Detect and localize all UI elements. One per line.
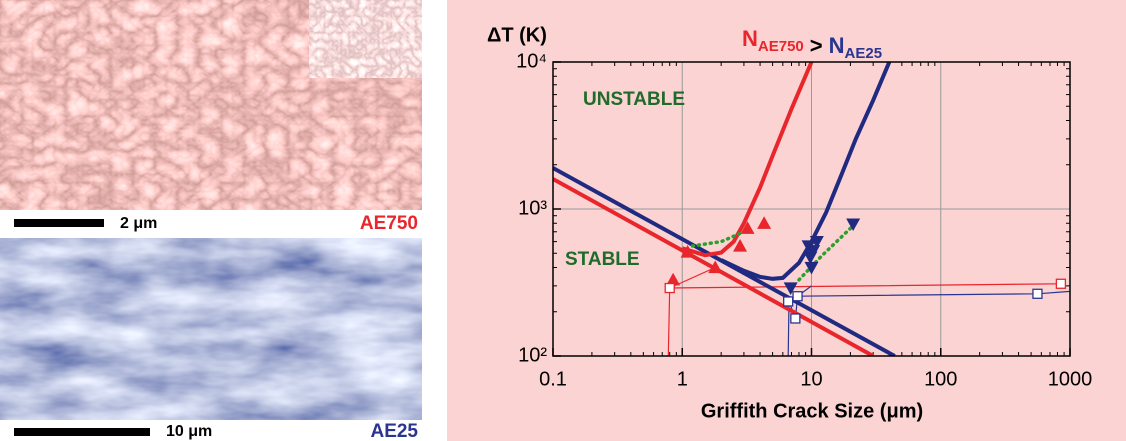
note-subscript: AE25 (845, 45, 883, 62)
note-text: N (829, 33, 845, 58)
sample-label: AE750 (360, 213, 418, 234)
data-marker (665, 284, 674, 293)
y-axis-label: ΔT (K) (487, 24, 547, 46)
y-tick-label: 10⁴ (516, 50, 547, 72)
scale-bar-label: 10 μm (166, 423, 212, 440)
x-tick-label: 0.1 (539, 368, 567, 390)
sample-label: AE25 (370, 421, 418, 441)
y-tick-label: 10³ (518, 197, 547, 219)
scale-bar (14, 428, 150, 436)
x-axis-label: Griffith Crack Size (μm) (701, 400, 923, 422)
data-marker (784, 297, 793, 306)
x-tick-label: 1000 (1048, 368, 1093, 390)
scale-bar-label: 2 μm (120, 215, 157, 232)
data-marker (791, 314, 800, 323)
x-tick-label: 100 (924, 368, 957, 390)
data-marker (793, 292, 802, 301)
micrograph-ae25 (0, 238, 422, 420)
note-subscript: AE750 (758, 38, 804, 55)
x-tick-label: 10 (800, 368, 822, 390)
annotation: UNSTABLE (583, 89, 685, 110)
scale-bar (14, 219, 104, 227)
x-tick-label: 1 (677, 368, 688, 390)
note-text: N (742, 26, 758, 51)
figure: 2 μm AE750 10 μm AE25 ΔT (K) Griffith Cr… (0, 0, 1126, 441)
page: {"panels": [ {"scale_bar": "2 μm", "labe… (0, 0, 1126, 441)
data-marker (1056, 279, 1065, 288)
note-text: > (810, 33, 823, 58)
data-marker (1033, 289, 1042, 298)
micrograph-inset (309, 0, 422, 78)
annotation: STABLE (565, 249, 640, 270)
y-tick-label: 10² (518, 344, 547, 366)
